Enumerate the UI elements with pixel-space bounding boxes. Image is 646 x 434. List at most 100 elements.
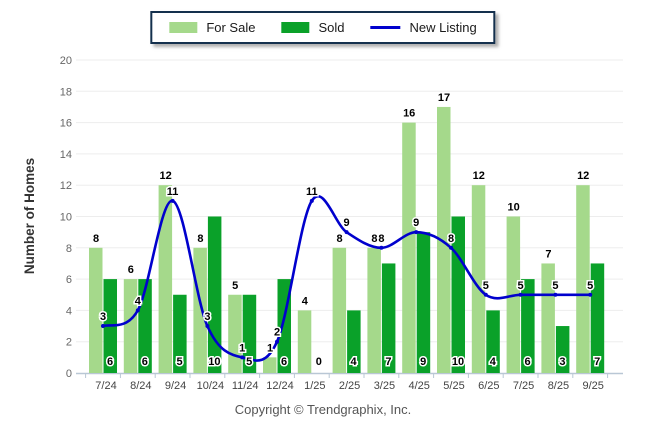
bar-sold xyxy=(207,216,222,373)
x-tick-label: 12/24 xyxy=(266,380,294,392)
x-tick-label: 7/24 xyxy=(95,380,116,392)
y-tick-label: 16 xyxy=(60,118,72,130)
label-for-sale: 7 xyxy=(545,248,551,260)
label-sold: 10 xyxy=(208,356,220,368)
bar-for-sale xyxy=(89,247,103,373)
label-for-sale: 8 xyxy=(93,233,99,245)
x-tick-label: 6/25 xyxy=(478,380,499,392)
label-new-listing: 5 xyxy=(518,280,524,292)
y-tick-label: 0 xyxy=(66,368,72,380)
x-tick-label: 1/25 xyxy=(304,380,325,392)
bar-for-sale xyxy=(437,106,451,373)
label-new-listing: 8 xyxy=(448,233,454,245)
label-for-sale: 8 xyxy=(337,233,343,245)
label-sold: 6 xyxy=(281,356,287,368)
label-sold: 10 xyxy=(452,356,464,368)
label-new-listing: 11 xyxy=(167,186,179,198)
bar-for-sale xyxy=(471,185,486,373)
label-sold: 4 xyxy=(351,356,358,368)
new-listing-point xyxy=(101,324,105,329)
y-axis-title: Number of Homes xyxy=(22,158,37,274)
bar-sold xyxy=(242,294,257,373)
x-tick-label: 3/25 xyxy=(374,380,395,392)
label-new-listing: 1 xyxy=(239,342,245,354)
label-for-sale: 8 xyxy=(197,233,203,245)
bar-sold xyxy=(486,310,500,373)
new-listing-line xyxy=(101,195,593,362)
bar-for-sale xyxy=(123,279,138,373)
label-new-listing: 9 xyxy=(413,217,419,229)
bar-for-sale xyxy=(402,122,416,373)
new-listing-point xyxy=(449,245,453,250)
label-for-sale: 8 xyxy=(371,233,377,245)
x-tick-label: 5/25 xyxy=(443,380,464,392)
y-tick-label: 18 xyxy=(60,86,72,98)
legend-item-new-listing: New Listing xyxy=(370,20,477,35)
y-tick-label: 14 xyxy=(60,149,72,161)
legend-swatch-for-sale xyxy=(169,22,198,33)
new-listing-point xyxy=(309,198,314,203)
label-sold: 5 xyxy=(246,356,252,368)
legend-swatch-sold xyxy=(281,22,310,33)
legend-label-sold: Sold xyxy=(318,20,345,35)
x-tick-label: 11/24 xyxy=(232,380,259,392)
label-sold: 6 xyxy=(142,356,148,368)
new-listing-point xyxy=(553,292,558,297)
x-tick-label: 4/25 xyxy=(408,380,429,392)
copyright-text: Copyright © Trendgraphix, Inc. xyxy=(234,402,412,417)
label-sold: 7 xyxy=(385,356,391,368)
new-listing-point xyxy=(483,292,488,297)
label-for-sale: 16 xyxy=(403,108,415,120)
label-for-sale: 17 xyxy=(438,92,450,104)
label-new-listing: 3 xyxy=(204,311,210,323)
label-new-listing: 3 xyxy=(100,311,106,323)
label-for-sale: 1 xyxy=(267,342,273,354)
bar-sold xyxy=(521,279,535,373)
x-tick-label: 2/25 xyxy=(339,380,360,392)
y-axis-labels: 0 2 4 6 8 10 12 14 16 18 20 xyxy=(60,55,72,380)
x-axis xyxy=(76,372,623,378)
new-listing-point xyxy=(588,292,593,297)
y-tick-label: 8 xyxy=(66,243,72,255)
x-tick-label: 7/25 xyxy=(513,380,534,392)
label-sold: 4 xyxy=(490,356,497,368)
bar-sold xyxy=(416,232,431,373)
y-tick-label: 12 xyxy=(60,180,72,192)
new-listing-point xyxy=(240,355,245,360)
new-listing-point xyxy=(379,245,384,250)
new-listing-point xyxy=(414,230,419,235)
bar-sold xyxy=(590,263,605,373)
label-new-listing: 8 xyxy=(378,233,384,245)
y-tick-label: 10 xyxy=(60,212,72,224)
new-listing-point xyxy=(344,230,349,235)
label-sold: 0 xyxy=(316,356,322,368)
x-tick-label: 9/25 xyxy=(582,380,603,392)
label-new-listing: 5 xyxy=(587,280,593,292)
y-tick-label: 4 xyxy=(66,305,72,317)
bar-for-sale xyxy=(332,247,347,373)
label-for-sale: 12 xyxy=(577,170,589,182)
bar-for-sale xyxy=(193,247,207,373)
x-tick-label: 8/25 xyxy=(548,380,569,392)
label-for-sale: 12 xyxy=(159,170,171,182)
y-tick-label: 2 xyxy=(66,337,72,349)
legend-swatch-new-listing xyxy=(370,26,401,29)
legend-item-for-sale: For Sale xyxy=(169,20,255,35)
bar-for-sale xyxy=(367,247,381,373)
label-sold: 6 xyxy=(525,356,531,368)
label-for-sale: 10 xyxy=(507,202,519,214)
legend-label-new-listing: New Listing xyxy=(409,20,477,35)
bar-for-sale xyxy=(297,310,312,373)
bar-sold xyxy=(451,216,465,373)
label-sold: 3 xyxy=(559,356,565,368)
bar-for-sale xyxy=(158,185,173,373)
x-tick-label: 10/24 xyxy=(197,380,225,392)
label-sold: 5 xyxy=(177,356,183,368)
x-axis-labels: 7/24 8/24 9/24 10/24 11/24 12/24 1/25 2/25 3/25 4… xyxy=(95,380,604,392)
label-sold: 9 xyxy=(420,356,426,368)
bar-for-sale xyxy=(541,263,555,373)
label-for-sale: 5 xyxy=(232,280,238,292)
bar-sold xyxy=(173,294,187,373)
